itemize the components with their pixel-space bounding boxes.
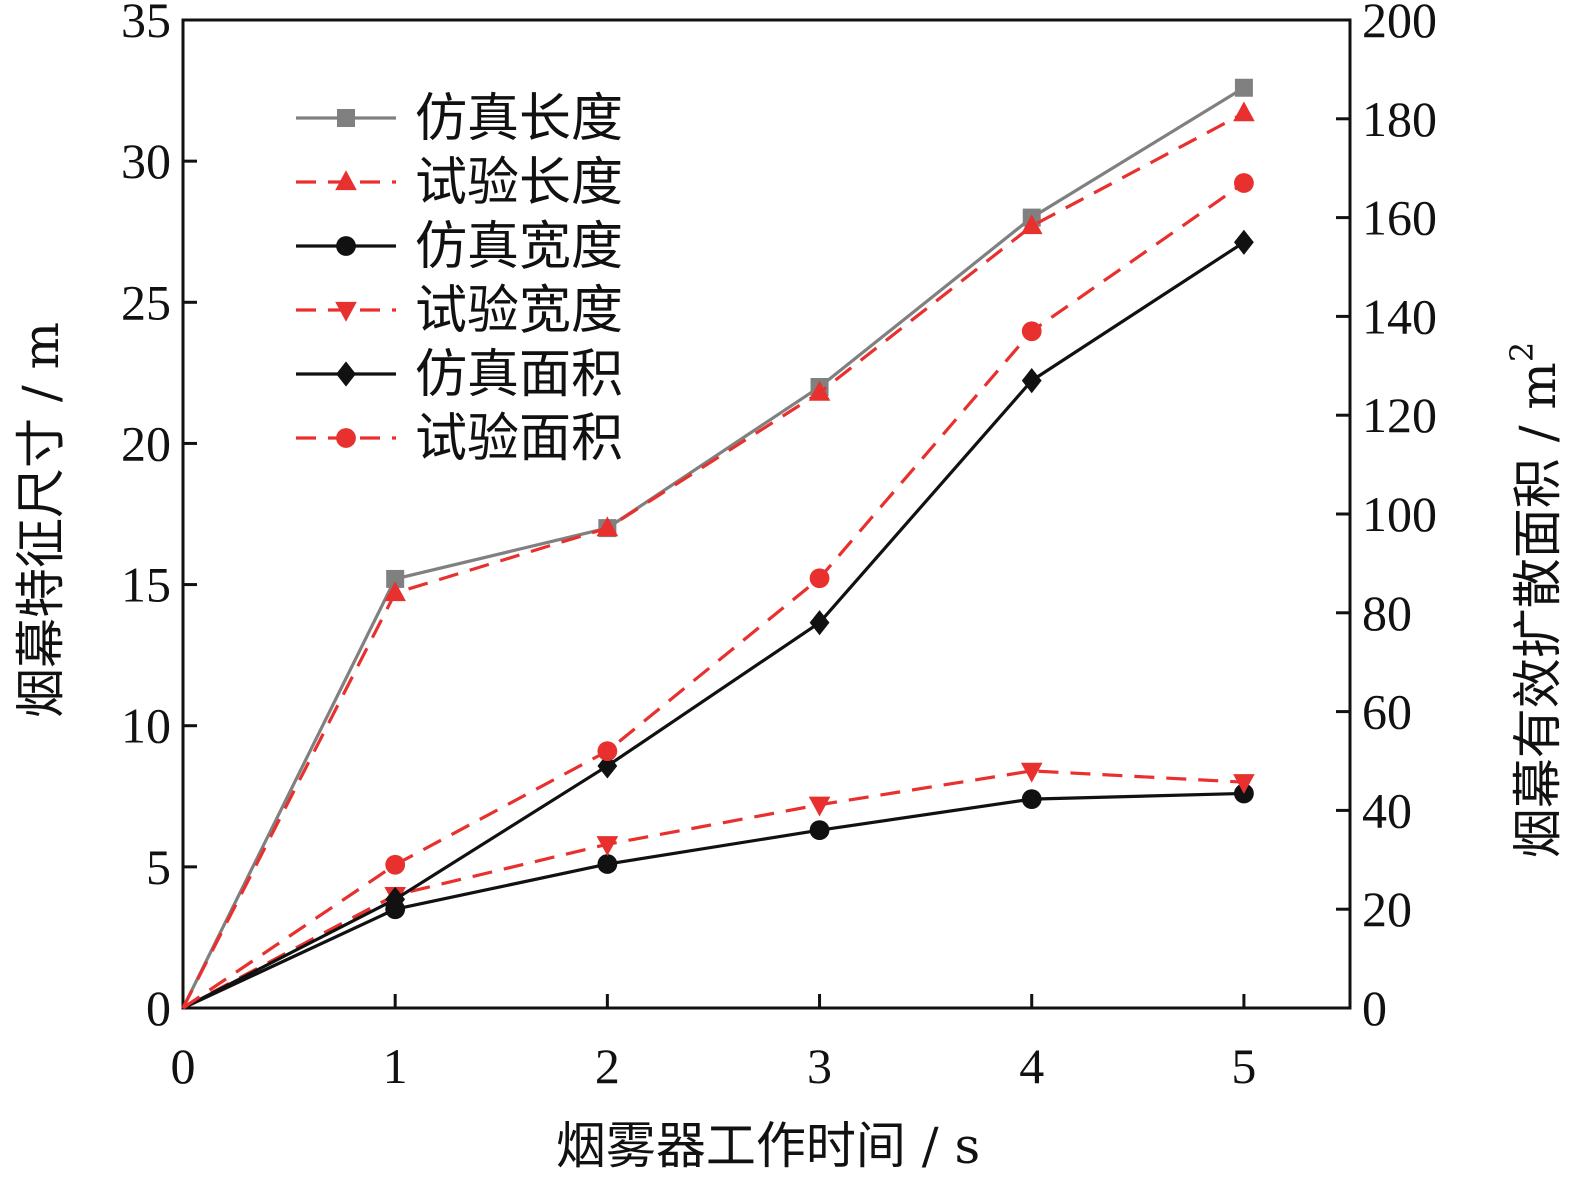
series-point [809,568,830,589]
series-line [182,181,1245,1010]
y-right-tick-label: 100 [1362,486,1437,542]
legend-label: 试验宽度 [415,281,623,341]
y-left-tick-label: 5 [146,839,171,895]
series-1 [181,78,1253,1009]
series-point [597,854,618,874]
series-point [596,836,619,856]
series-point [1021,789,1042,810]
series-point [1234,78,1253,97]
y-right-tick-label: 120 [1362,387,1437,443]
x-tick-label: 0 [171,1038,196,1094]
legend-label: 仿真宽度 [415,217,623,277]
series-point [386,569,405,588]
x-tick-label: 3 [807,1038,832,1094]
legend-item: 试验长度 [296,153,623,213]
y-right-axis-title-text: 烟幕有效扩散面积 / m [1509,362,1567,858]
series-point [597,741,618,762]
series-point [385,886,406,912]
y-right-tick-label: 60 [1362,684,1412,740]
series-4 [182,762,1255,1010]
series-line [182,791,1244,1010]
y-left-tick-label: 25 [121,274,171,330]
series-layer [181,78,1255,1010]
series-line [181,111,1245,1009]
legend-marker [336,428,356,448]
legend-marker [336,236,356,256]
series-point [385,854,406,875]
plot-frame [181,18,1352,1010]
y-left-axis-title: 烟幕特征尺寸 / m [12,322,70,718]
series-point [1233,774,1255,794]
legend-label: 仿真面积 [415,345,623,405]
series-point [1021,368,1042,394]
series-3 [182,783,1254,1010]
y-right-tick-label: 160 [1362,190,1437,246]
y-right-tick-label: 180 [1362,91,1437,147]
legend-marker [335,170,357,191]
legend-marker [335,301,357,322]
legend-item: 试验面积 [296,409,623,469]
axes-layer: 0 1 2 3 4 5 0 5 10 15 20 25 30 35 0 20 40 60 80 100 120 140 16… [121,0,1437,1094]
series-point [809,820,830,841]
x-tick-label: 5 [1231,1038,1256,1094]
y-right-axis-title-superscript: 2 [1503,342,1541,362]
y-left-tick-label: 35 [121,0,171,48]
y-right-axis-title: 烟幕有效扩散面积 / m2 [1503,342,1567,858]
y-left-tick-label: 15 [121,557,171,613]
series-point [1020,762,1043,783]
legend-marker [337,109,355,127]
y-right-tick-label: 20 [1362,881,1412,937]
series-point [384,581,406,602]
legend-label: 仿真长度 [415,89,623,149]
y-left-tick-label: 0 [146,980,171,1036]
y-left-tick-label: 20 [121,415,171,471]
series-point [1020,214,1043,235]
series-line [181,86,1245,1009]
y-right-tick-label: 80 [1362,585,1412,641]
series-line [182,769,1244,1010]
series-point [808,380,831,401]
legend-item: 仿真宽度 [296,217,623,277]
series-2 [181,101,1255,1009]
series-point [808,796,831,817]
series-point [1233,101,1255,122]
legend-item: 仿真长度 [296,89,623,149]
series-point [1021,321,1042,342]
y-right-tick-label: 40 [1362,782,1412,838]
series-point [1234,229,1254,255]
series-5 [182,229,1254,1010]
legend-marker [336,361,356,387]
series-point [596,516,619,537]
x-tick-label: 2 [595,1038,620,1094]
legend-item: 试验宽度 [296,281,623,341]
y-right-tick-label: 140 [1362,288,1437,344]
x-axis-title: 烟雾器工作时间 / s [556,1117,980,1175]
x-tick-label: 1 [383,1038,408,1094]
y-left-tick-label: 30 [121,133,171,189]
legend-item: 仿真面积 [296,345,623,405]
legend-label: 试验长度 [415,153,623,213]
y-left-tick-label: 10 [121,698,171,754]
x-tick-label: 4 [1019,1038,1044,1094]
y-right-tick-label: 200 [1362,0,1437,48]
series-line [182,240,1245,1010]
series-point [809,610,830,636]
series-6 [182,173,1254,1010]
y-right-tick-label: 0 [1362,980,1387,1036]
series-point [1234,173,1254,193]
legend-label: 试验面积 [415,409,623,469]
